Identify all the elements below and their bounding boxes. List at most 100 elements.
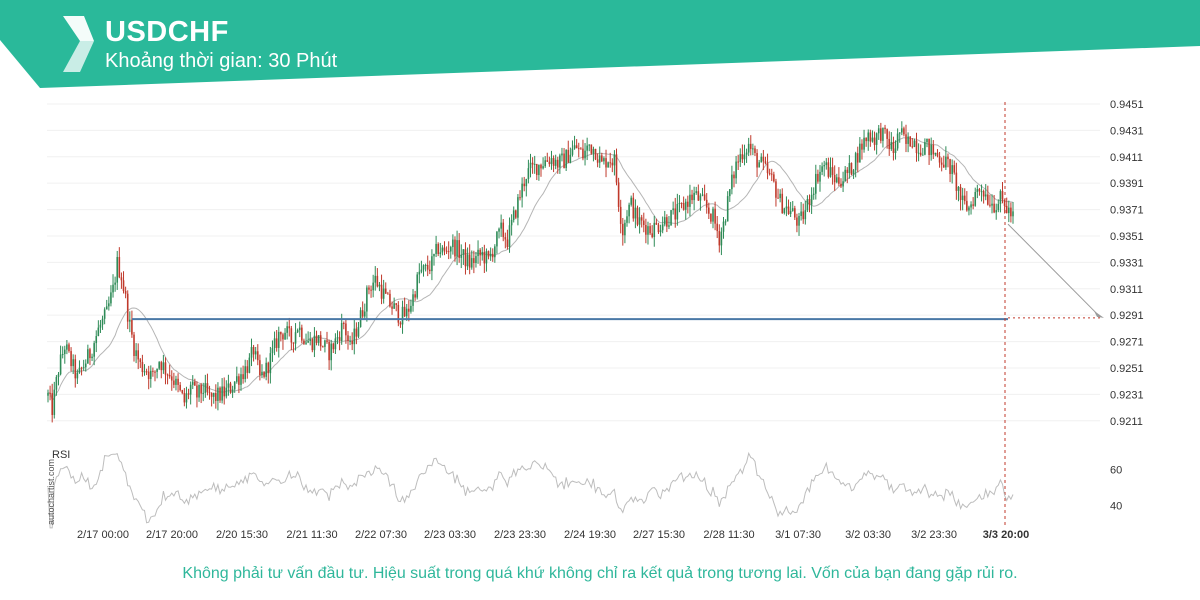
candle-body [829,167,832,177]
candle-body [724,221,727,223]
candle-body [389,293,391,307]
candle-body [47,392,49,396]
candle-body [1003,199,1006,206]
candle-body [949,159,951,175]
candle-body [70,351,72,367]
candle-body [521,183,523,198]
candle-body [703,194,706,200]
candle-body [611,162,614,166]
candle-body [861,143,863,150]
candle-body [590,144,593,154]
candle-body [546,160,549,162]
candle-body [481,251,484,256]
x-tick-label: 3/3 20:00 [983,529,1029,541]
candle-body [412,294,414,306]
candle-body [202,392,205,394]
x-tick-label: 3/1 07:30 [775,529,821,541]
candle-body [563,153,565,169]
candle-body [666,217,668,227]
candle-body [114,282,116,285]
candle-body [345,323,347,336]
candle-body [57,374,60,378]
x-tick-label: 2/17 00:00 [77,529,129,541]
candle-body [777,197,779,199]
candle-body [863,137,865,150]
candle-body [766,163,769,174]
candle-body [361,310,364,317]
candle-body [95,336,98,344]
candle-body [326,340,328,342]
candle-body [577,148,580,150]
candle-body [739,154,742,163]
candle-body [882,127,884,141]
candle-body [936,152,939,157]
candle-body [74,359,77,379]
candle-body [701,194,704,196]
candle-body [880,128,882,141]
candle-body [374,275,377,283]
candle-body [137,350,140,360]
candle-body [183,392,186,403]
candle-body [175,378,177,385]
candle-body [460,254,463,258]
candle-body [473,258,475,264]
candle-body [464,249,467,267]
candle-body [439,252,442,255]
candle-body [355,328,358,337]
candle-body [911,146,914,148]
candle-body [890,142,893,150]
candle-body [357,326,360,337]
symbol-title: USDCHF [105,16,229,48]
candle-body [145,371,148,373]
candle-body [970,204,972,208]
candle-body [678,202,681,204]
candle-body [93,343,95,357]
candle-body [569,154,572,163]
candle-body [91,356,93,359]
candle-body [601,155,603,162]
candle-body [349,340,351,342]
candle-body [676,203,679,220]
candle-body [951,165,953,175]
candle-body [198,384,200,398]
candle-body [353,328,356,345]
candle-body [110,292,112,304]
candle-body [269,353,272,374]
candle-body [657,224,660,233]
candle-body [108,303,110,307]
rsi-tick-label: 40 [1110,500,1122,512]
candle-body [116,257,119,283]
candle-body [527,168,530,180]
candle-body [236,376,238,382]
candle-body [250,347,253,358]
candle-body [630,197,632,205]
candle-body [894,148,897,153]
candle-body [391,306,393,309]
candle-body [718,231,721,246]
candle-body [1010,207,1012,217]
candle-body [791,208,794,211]
candle-body [475,256,477,264]
candle-body [395,303,398,305]
moving-average [47,137,1014,402]
candle-body [76,372,79,379]
candle-body [363,311,366,317]
candle-body [888,138,891,150]
candle-body [1012,211,1014,217]
candle-body [491,253,494,258]
candle-body [687,201,689,207]
candle-body [957,186,960,191]
candle-body [112,284,114,293]
candle-body [403,306,406,317]
candle-body [993,203,995,213]
candle-body [789,210,792,214]
candle-body [613,154,616,166]
candle-body [915,140,918,154]
candle-body [588,144,591,146]
y-tick-label: 0.9351 [1110,231,1144,243]
candle-body [663,217,666,225]
candle-body [435,243,437,254]
candle-body [978,189,981,192]
candle-body [867,132,870,142]
candle-body [728,189,731,197]
